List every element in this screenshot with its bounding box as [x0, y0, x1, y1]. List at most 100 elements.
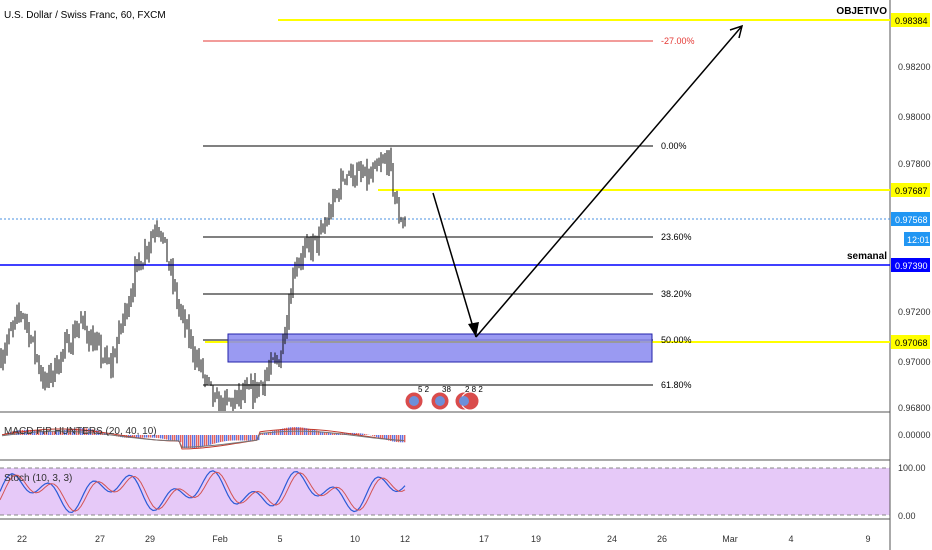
macd-bar [142, 435, 144, 438]
macd-bar [164, 435, 166, 440]
macd-axis-tick: 0.00000 [898, 430, 931, 440]
macd-bar [240, 435, 242, 441]
macd-bar [176, 435, 178, 442]
macd-bar [140, 435, 142, 438]
us-flag-icon[interactable]: 38 [430, 385, 451, 411]
macd-bar [314, 430, 316, 435]
macd-bar [202, 435, 204, 447]
macd-bar [58, 430, 60, 435]
macd-bar [214, 435, 216, 444]
macd-bar [192, 435, 194, 448]
macd-bar [134, 435, 136, 439]
macd-bar [230, 435, 232, 441]
macd-bar [24, 429, 26, 435]
macd-bar [52, 431, 54, 435]
time-axis[interactable]: 22 27 29 Feb 5 10 12 17 19 24 26 Mar 4 9 [17, 534, 871, 544]
event-markers[interactable]: 5 2 38 2 8 2 [404, 385, 483, 411]
price-tick: 0.98000 [898, 112, 931, 122]
time-tick: 24 [607, 534, 617, 544]
projection-path[interactable] [432, 24, 744, 338]
macd-bar [238, 435, 240, 441]
semanal-price: 0.97390 [895, 261, 928, 271]
macd-bar [372, 435, 374, 436]
macd-bar [232, 435, 234, 441]
macd-bar [394, 435, 396, 442]
macd-bar [56, 430, 58, 435]
macd-bar [228, 435, 230, 441]
macd-bar [178, 435, 180, 442]
macd-bar [188, 435, 190, 448]
macd-bar [182, 435, 184, 448]
stoch-pane [0, 470, 406, 514]
price-axis[interactable]: 0.98200 0.98000 0.97800 0.97200 0.97000 … [891, 13, 931, 521]
us-flag-icon[interactable]: 2 8 2 [454, 385, 483, 411]
macd-bar [266, 432, 268, 435]
macd-bar [98, 430, 100, 435]
macd-bar [326, 432, 328, 435]
up-arrow-line [475, 25, 743, 338]
macd-bar [64, 429, 66, 435]
time-tick: 12 [400, 534, 410, 544]
macd-bar [322, 431, 324, 435]
macd-bar [146, 435, 148, 438]
macd-bar [390, 435, 392, 442]
macd-bar [220, 435, 222, 443]
macd-bar [382, 435, 384, 439]
macd-bar [246, 435, 248, 441]
macd-bar [384, 435, 386, 440]
macd-bar [48, 431, 50, 435]
us-flag-icon[interactable]: 5 2 [404, 385, 430, 411]
macd-bar [276, 430, 278, 435]
macd-bar [70, 429, 72, 435]
stoch-axis-bottom: 0.00 [898, 511, 916, 521]
time-tick: 22 [17, 534, 27, 544]
price-tick: 0.97800 [898, 159, 931, 169]
macd-bar [190, 435, 192, 448]
down-arrow-line [432, 192, 477, 338]
macd-bar [46, 431, 48, 435]
time-tick: 4 [788, 534, 793, 544]
stoch-label: Stoch (10, 3, 3) [4, 473, 72, 484]
price-tick: 0.96800 [898, 403, 931, 413]
macd-bar [356, 433, 358, 435]
countdown-badge [904, 232, 930, 246]
macd-bar [236, 435, 238, 441]
macd-bar [204, 435, 206, 447]
macd-bar [244, 435, 246, 441]
macd-bar [334, 433, 336, 435]
price-tick: 0.98200 [898, 62, 931, 72]
time-tick: 26 [657, 534, 667, 544]
macd-line [1, 428, 405, 450]
down-arrowhead [468, 322, 479, 337]
target-zone-box[interactable] [227, 333, 653, 363]
macd-bar [216, 435, 218, 443]
stoch-k-line [0, 470, 406, 514]
macd-bar [270, 431, 272, 435]
macd-bar [364, 433, 366, 435]
macd-bar [318, 430, 320, 435]
macd-bar [346, 433, 348, 435]
macd-bar [156, 435, 158, 438]
macd-bar [336, 433, 338, 435]
macd-bar [136, 435, 138, 438]
macd-bar [148, 435, 150, 438]
macd-bar [210, 435, 212, 445]
resistance-price: 0.97687 [895, 186, 928, 196]
macd-bar [252, 435, 254, 441]
macd-bar [360, 433, 362, 435]
macd-bar [152, 435, 154, 438]
macd-bar [386, 435, 388, 441]
macd-bar [374, 435, 376, 437]
macd-bar [158, 435, 160, 439]
macd-bar [328, 432, 330, 435]
macd-bar [174, 435, 176, 442]
macd-bar [222, 435, 224, 442]
macd-bar [358, 433, 360, 435]
macd-bar [310, 429, 312, 435]
macd-bar [402, 435, 404, 443]
macd-bar [172, 435, 174, 441]
macd-bar [68, 429, 70, 435]
macd-bar [132, 435, 134, 439]
macd-bar [256, 435, 258, 441]
macd-bar [242, 435, 244, 441]
